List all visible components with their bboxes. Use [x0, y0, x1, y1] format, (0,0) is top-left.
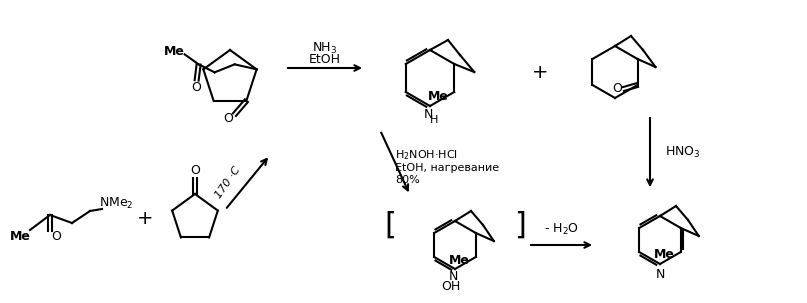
- Text: OH: OH: [441, 281, 461, 294]
- Text: O: O: [192, 81, 202, 94]
- Text: +: +: [532, 62, 548, 82]
- Text: Me: Me: [654, 248, 675, 261]
- Text: O: O: [190, 165, 200, 178]
- Text: N: N: [424, 108, 433, 121]
- Text: - H$_2$O: - H$_2$O: [544, 222, 579, 237]
- Text: O: O: [51, 231, 61, 244]
- Text: O: O: [224, 112, 233, 125]
- Text: ]: ]: [514, 211, 526, 239]
- Text: Me: Me: [10, 229, 31, 242]
- Text: +: +: [136, 208, 153, 228]
- Text: Me: Me: [164, 45, 185, 58]
- Text: H: H: [430, 115, 438, 125]
- Text: [: [: [384, 211, 396, 239]
- Text: 170 ·C: 170 ·C: [213, 165, 242, 200]
- Text: Me: Me: [449, 254, 470, 267]
- Text: HNO$_3$: HNO$_3$: [665, 145, 700, 160]
- Text: N: N: [449, 271, 458, 284]
- Text: EtOH: EtOH: [309, 53, 341, 66]
- Text: N: N: [655, 268, 665, 281]
- Text: NMe$_2$: NMe$_2$: [98, 195, 133, 211]
- Text: NH$_3$: NH$_3$: [312, 41, 337, 56]
- Text: Me: Me: [428, 89, 449, 102]
- Text: EtOH, нагревание: EtOH, нагревание: [395, 163, 499, 173]
- Text: O: O: [613, 82, 622, 95]
- Text: H$_2$NOH·HCl: H$_2$NOH·HCl: [395, 148, 458, 162]
- Text: 80%: 80%: [395, 175, 420, 185]
